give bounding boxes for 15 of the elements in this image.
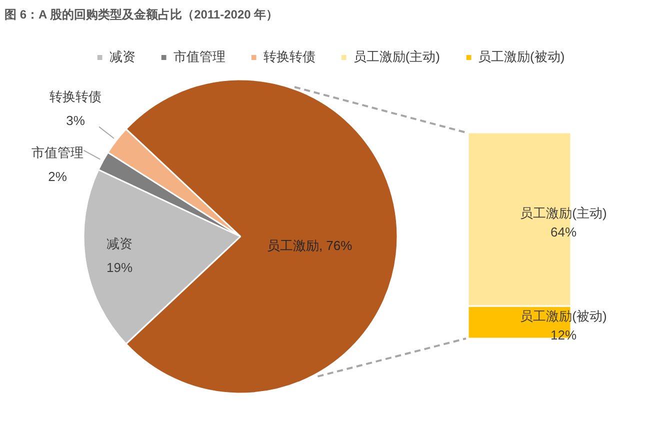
slice-label: 减资 xyxy=(106,236,133,252)
slice-label: 市值管理 xyxy=(32,145,84,160)
data-label: 3% xyxy=(66,113,86,128)
chart-title: 图 6：A 股的回购类型及金额占比（2011-2020 年） xyxy=(4,8,278,22)
slice-label: 员工激励, 76% xyxy=(266,238,353,253)
legend-label: 员工激励(被动) xyxy=(478,48,565,66)
data-label: 64% xyxy=(550,224,577,240)
slice-label: 转换转债 xyxy=(50,89,102,104)
legend-label: 转换转债 xyxy=(263,48,316,66)
legend-label: 市值管理 xyxy=(173,48,226,66)
text: 员工激励(主动) xyxy=(520,206,607,221)
legend-label: 员工激励(主动) xyxy=(353,48,440,66)
legend-label: 减资 xyxy=(109,48,136,66)
data-label: 19% xyxy=(106,260,133,276)
data-label: 2% xyxy=(48,169,68,184)
